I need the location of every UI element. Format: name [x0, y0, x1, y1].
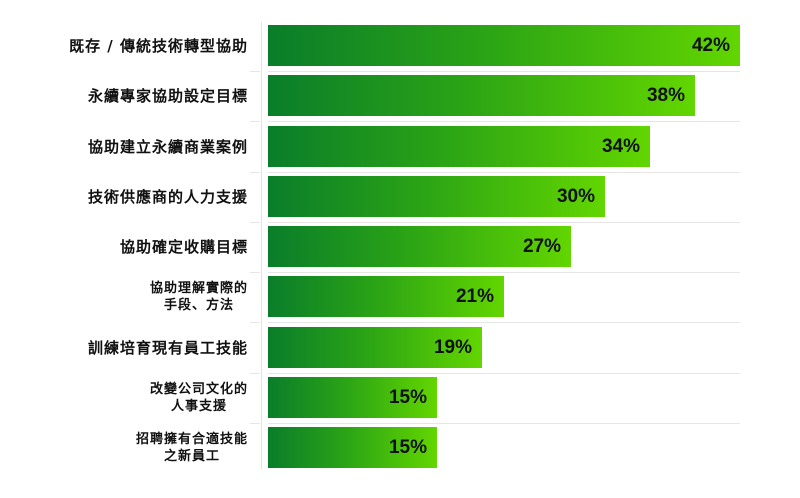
category-label: 協助建立永續商業案例: [88, 126, 248, 167]
value-label: 42%: [691, 34, 730, 56]
bar-row: 永續專家協助設定目標 38%: [0, 75, 800, 116]
value-label: 19%: [433, 336, 472, 358]
axis-tick: [250, 322, 260, 323]
row-separator: [268, 121, 740, 122]
category-label: 招聘擁有合適技能 之新員工: [136, 427, 248, 468]
row-separator: [268, 222, 740, 223]
category-label: 技術供應商的人力支援: [88, 176, 248, 217]
axis-tick: [250, 121, 260, 122]
row-separator: [268, 373, 740, 374]
category-label: 永續專家協助設定目標: [88, 75, 248, 116]
bar: 21%: [268, 276, 504, 317]
row-separator: [268, 172, 740, 173]
bar: 38%: [268, 75, 695, 116]
value-label: 15%: [388, 436, 427, 458]
bar-row: 協助確定收購目標 27%: [0, 226, 800, 267]
value-label: 21%: [455, 285, 494, 307]
category-label-line1: 改變公司文化的: [149, 381, 248, 397]
axis-tick: [250, 71, 260, 72]
value-label: 38%: [646, 84, 685, 106]
row-separator: [268, 423, 740, 424]
bar: 30%: [268, 176, 605, 217]
category-label-line1: 招聘擁有合適技能: [135, 431, 248, 447]
bar: 15%: [268, 377, 437, 418]
bar-row: 改變公司文化的 人事支援 15%: [0, 377, 800, 418]
category-label: 協助確定收購目標: [120, 226, 248, 267]
category-label: 訓練培育現有員工技能: [88, 327, 248, 368]
category-label-line1: 協助確定收購目標: [119, 238, 248, 256]
row-separator: [268, 272, 740, 273]
category-label-line1: 訓練培育現有員工技能: [87, 339, 248, 357]
axis-tick: [250, 222, 260, 223]
value-label: 30%: [556, 185, 595, 207]
bar-row: 技術供應商的人力支援 30%: [0, 176, 800, 217]
row-separator: [268, 322, 740, 323]
axis-tick: [250, 373, 260, 374]
bar-row: 協助理解實際的 手段、方法 21%: [0, 276, 800, 317]
category-label-line1: 協助理解實際的: [149, 280, 248, 296]
axis-tick: [250, 272, 260, 273]
bar: 27%: [268, 226, 571, 267]
value-label: 27%: [522, 235, 561, 257]
bar: 42%: [268, 25, 740, 66]
value-label: 34%: [601, 135, 640, 157]
category-label-line2: 手段、方法: [163, 297, 234, 313]
category-label-line1: 既存 / 傳統技術轉型協助: [69, 37, 248, 55]
category-label-line1: 協助建立永續商業案例: [87, 138, 248, 156]
bar: 15%: [268, 427, 437, 468]
axis-tick: [250, 172, 260, 173]
category-label-line2: 之新員工: [163, 448, 220, 464]
bar-row: 既存 / 傳統技術轉型協助 42%: [0, 25, 800, 66]
bar: 34%: [268, 126, 650, 167]
axis-tick: [250, 423, 260, 424]
row-separator: [268, 71, 740, 72]
bar: 19%: [268, 327, 482, 368]
bar-row: 協助建立永續商業案例 34%: [0, 126, 800, 167]
value-label: 15%: [388, 386, 427, 408]
y-axis-line: [261, 22, 262, 469]
category-label-line1: 技術供應商的人力支援: [87, 188, 248, 206]
category-label: 既存 / 傳統技術轉型協助: [69, 25, 248, 66]
category-label-line2: 人事支援: [170, 398, 227, 414]
category-label: 協助理解實際的 手段、方法: [150, 276, 248, 317]
category-label-line1: 永續專家協助設定目標: [87, 87, 248, 105]
category-label: 改變公司文化的 人事支援: [150, 377, 248, 418]
bar-row: 訓練培育現有員工技能 19%: [0, 327, 800, 368]
bar-row: 招聘擁有合適技能 之新員工 15%: [0, 427, 800, 468]
